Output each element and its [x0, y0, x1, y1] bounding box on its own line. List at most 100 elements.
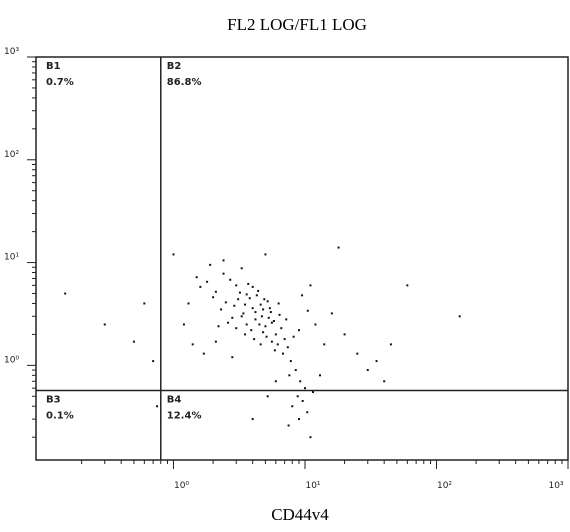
point	[202, 352, 205, 355]
point	[64, 292, 67, 295]
point	[280, 327, 283, 330]
point	[259, 343, 262, 346]
point	[132, 340, 135, 343]
x-tick-label: 10¹	[305, 481, 320, 491]
point	[237, 298, 240, 301]
point	[268, 307, 271, 310]
x-tick-label: 10³	[548, 481, 563, 491]
point	[156, 405, 159, 408]
point	[258, 323, 261, 326]
point	[227, 321, 230, 324]
point	[214, 290, 217, 293]
point	[244, 303, 247, 306]
point	[240, 315, 243, 318]
point	[292, 335, 295, 338]
point	[255, 294, 258, 297]
point	[222, 259, 225, 262]
point	[269, 311, 272, 314]
point	[323, 343, 326, 346]
point	[172, 253, 175, 256]
quadrant-percent: 12.4%	[167, 410, 202, 421]
point	[235, 284, 238, 287]
point	[330, 312, 333, 315]
y-tick-label: 10⁰	[4, 355, 19, 365]
point	[389, 343, 392, 346]
point	[244, 333, 247, 336]
point	[296, 395, 299, 398]
point	[343, 333, 346, 336]
point	[318, 374, 321, 377]
point	[199, 285, 202, 288]
point	[259, 303, 262, 306]
point	[251, 307, 254, 310]
point	[281, 352, 284, 355]
point	[270, 321, 273, 324]
point	[187, 302, 190, 305]
y-tick-label: 10¹	[4, 253, 19, 263]
point	[375, 360, 378, 363]
quadrant-percent: 86.8%	[167, 77, 202, 88]
point	[264, 253, 267, 256]
point	[366, 369, 369, 372]
point	[273, 349, 276, 352]
point	[231, 356, 234, 359]
point	[299, 380, 302, 383]
point	[242, 312, 245, 315]
point	[309, 284, 312, 287]
point	[276, 343, 279, 346]
point	[248, 297, 251, 300]
point	[277, 302, 280, 305]
point	[309, 436, 312, 439]
point	[314, 323, 317, 326]
point	[224, 301, 227, 304]
point	[251, 418, 254, 421]
point	[250, 329, 253, 332]
point	[195, 276, 198, 279]
point	[286, 346, 289, 349]
point	[260, 315, 263, 318]
point	[235, 327, 238, 330]
point	[297, 329, 300, 332]
y-tick-label: 10²	[4, 150, 19, 160]
point	[212, 296, 215, 299]
point	[383, 380, 386, 383]
point	[206, 280, 209, 283]
point	[266, 395, 269, 398]
point	[247, 282, 250, 285]
y-tick-label: 10³	[4, 47, 19, 57]
point	[209, 263, 212, 266]
point	[240, 267, 243, 270]
point	[301, 294, 304, 297]
point	[288, 374, 291, 377]
quadrant-percent: 0.7%	[46, 77, 74, 88]
point	[274, 380, 277, 383]
point	[285, 318, 288, 321]
point	[254, 311, 257, 314]
x-tick-label: 10⁰	[174, 481, 189, 491]
point	[272, 320, 275, 323]
plot-frame	[35, 56, 569, 461]
point	[264, 325, 267, 328]
quadrant-name: B3	[46, 394, 61, 405]
quadrant-name: B4	[167, 394, 182, 405]
point	[294, 369, 297, 372]
point	[254, 318, 257, 321]
point	[220, 308, 223, 311]
point	[289, 360, 292, 363]
point	[283, 338, 286, 341]
point	[263, 298, 266, 301]
point	[245, 323, 248, 326]
point	[291, 405, 294, 408]
point	[182, 323, 185, 326]
point	[337, 246, 340, 249]
point	[257, 289, 260, 292]
point	[306, 411, 309, 414]
point	[217, 325, 220, 328]
chart-title: FL2 LOG/FL1 LOG	[227, 15, 367, 34]
point	[214, 340, 217, 343]
point	[266, 300, 269, 303]
point	[233, 304, 236, 307]
point	[143, 302, 146, 305]
point	[458, 315, 461, 318]
